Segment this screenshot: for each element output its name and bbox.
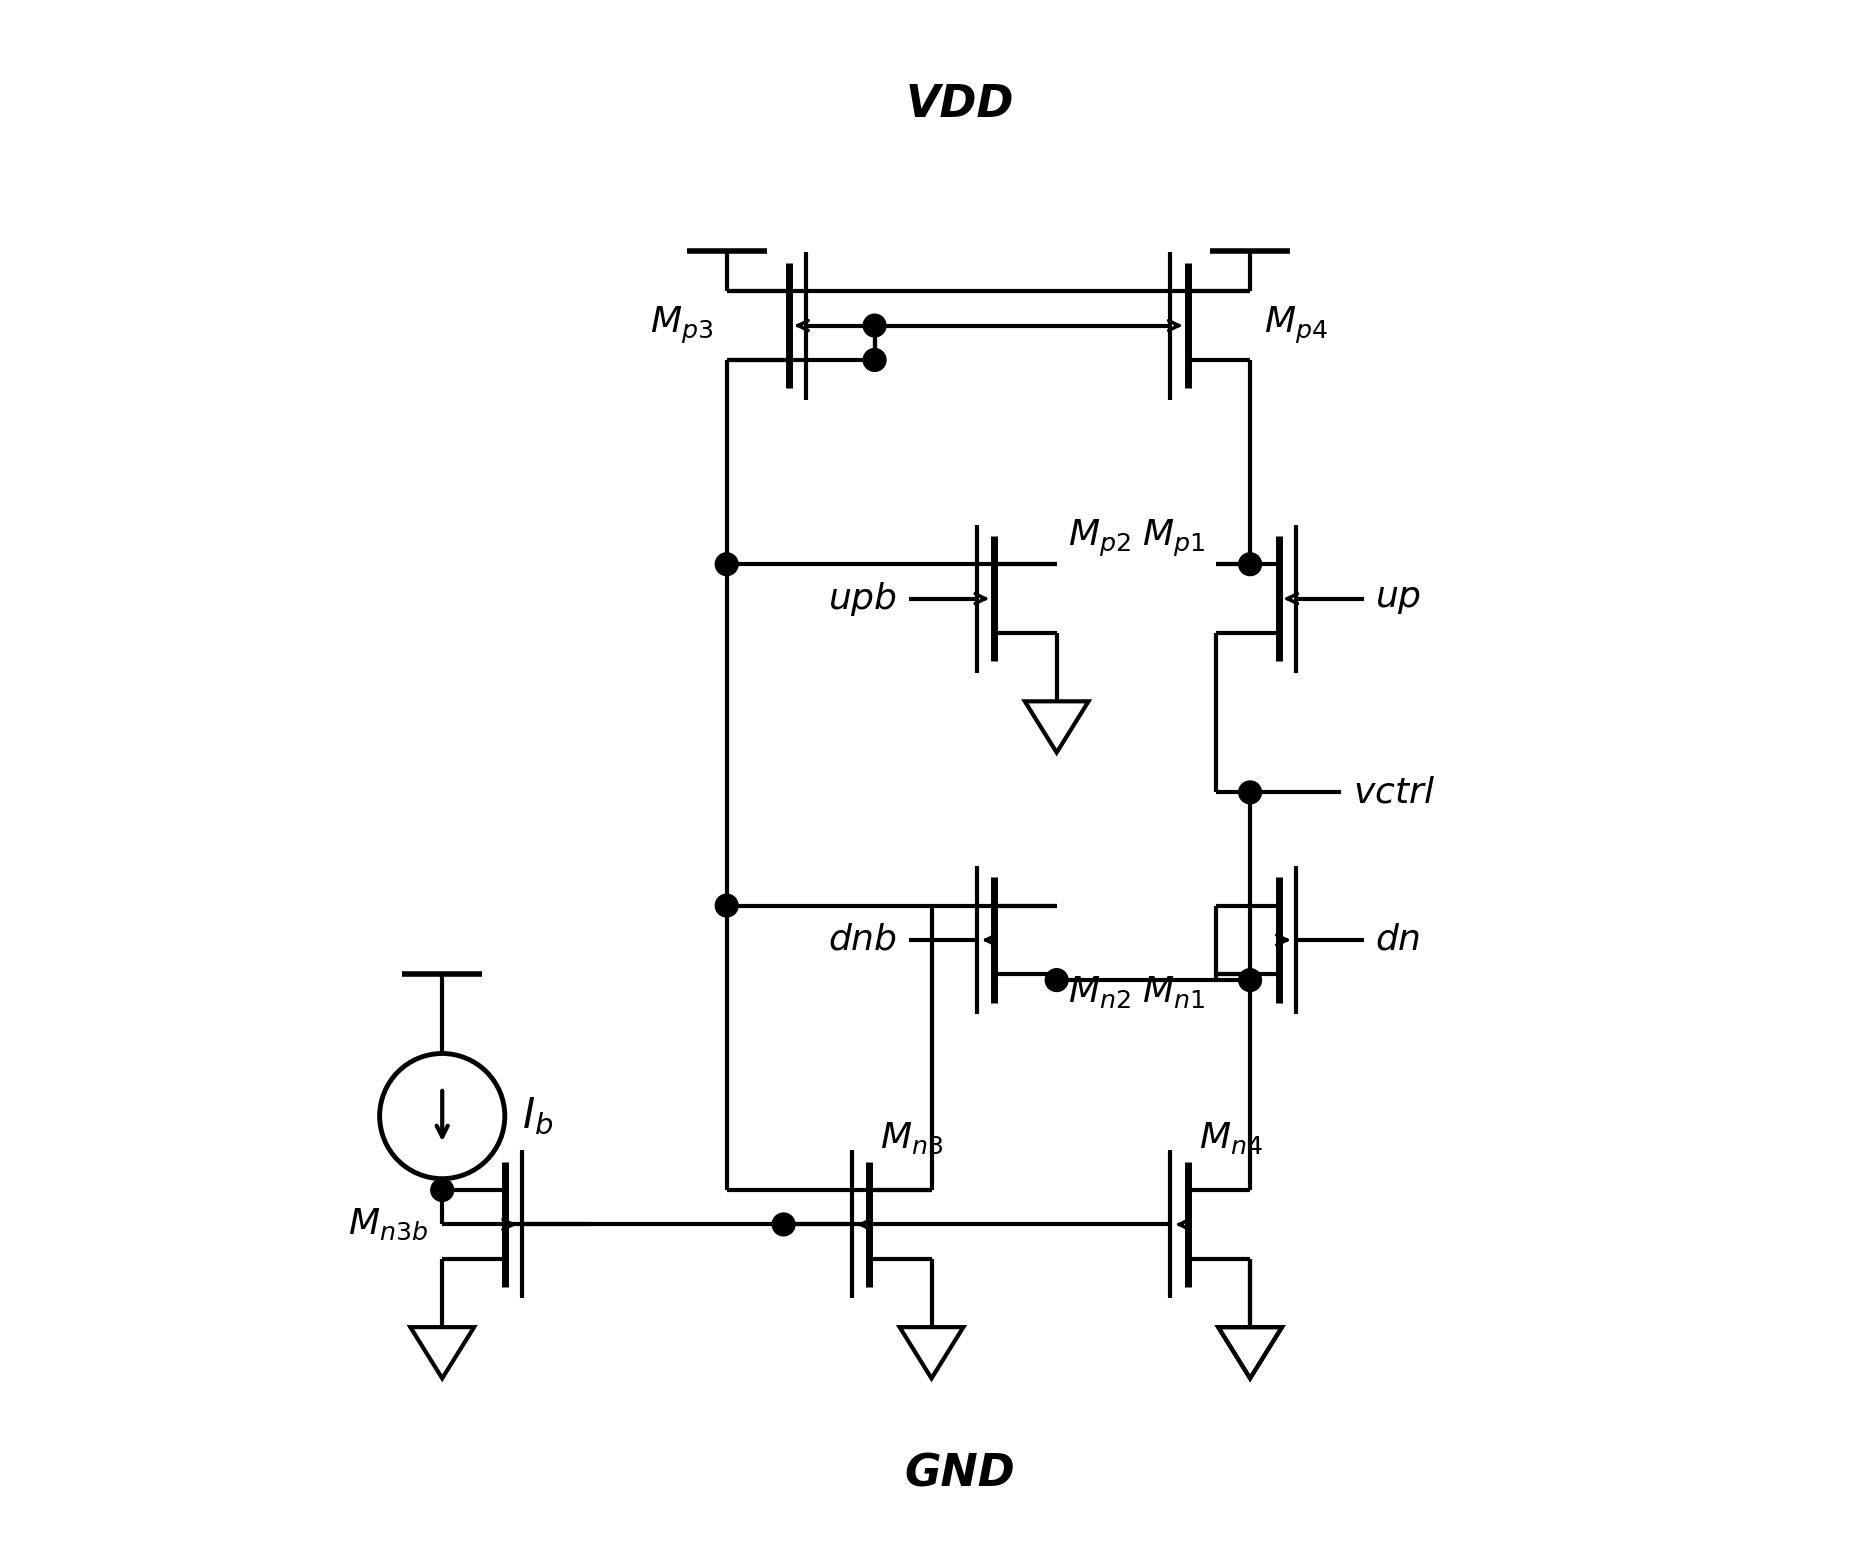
Text: GND: GND <box>905 1452 1015 1496</box>
Text: $up$: $up$ <box>1375 581 1421 615</box>
Text: $vctrl$: $vctrl$ <box>1353 775 1435 809</box>
Text: $M_{p1}$: $M_{p1}$ <box>1142 518 1205 560</box>
Circle shape <box>715 553 738 575</box>
Circle shape <box>1045 969 1067 992</box>
Text: $M_{p3}$: $M_{p3}$ <box>650 305 714 346</box>
Text: $dnb$: $dnb$ <box>829 922 898 956</box>
Text: $M_{n1}$: $M_{n1}$ <box>1142 973 1205 1011</box>
Text: $M_{p2}$: $M_{p2}$ <box>1067 518 1131 560</box>
Circle shape <box>715 894 738 918</box>
Text: $M_{n2}$: $M_{n2}$ <box>1067 973 1131 1011</box>
Circle shape <box>430 1178 453 1201</box>
Text: $M_{p4}$: $M_{p4}$ <box>1263 305 1328 346</box>
Circle shape <box>771 1214 796 1235</box>
Circle shape <box>863 349 887 372</box>
Text: $M_{n3b}$: $M_{n3b}$ <box>348 1207 428 1242</box>
Text: $I_b$: $I_b$ <box>522 1094 553 1138</box>
Circle shape <box>1239 553 1261 575</box>
Circle shape <box>1239 969 1261 992</box>
Text: $upb$: $upb$ <box>829 580 898 617</box>
Text: VDD: VDD <box>905 84 1013 127</box>
Circle shape <box>1239 781 1261 804</box>
Text: $M_{n3}$: $M_{n3}$ <box>881 1121 943 1156</box>
Circle shape <box>863 315 887 336</box>
Text: $dn$: $dn$ <box>1375 922 1421 956</box>
Text: $M_{n4}$: $M_{n4}$ <box>1200 1121 1263 1156</box>
